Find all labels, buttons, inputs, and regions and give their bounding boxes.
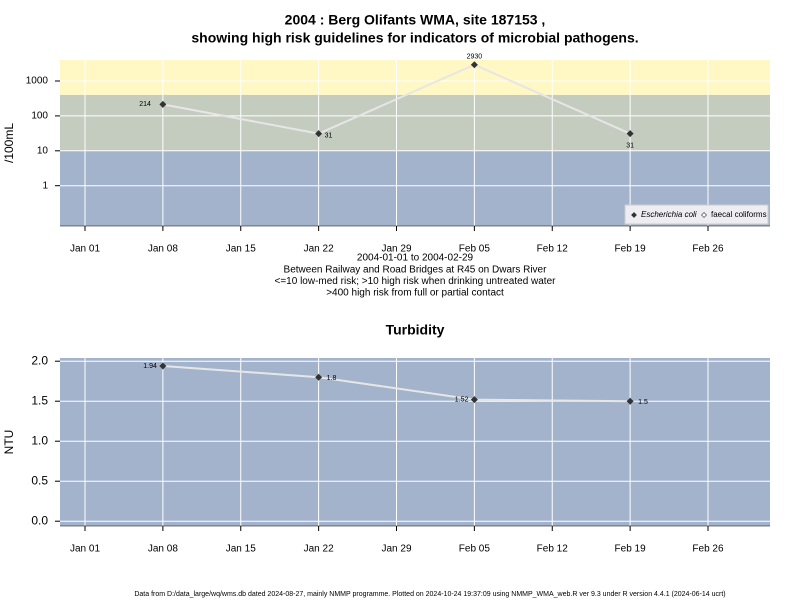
data-label: 1.52 xyxy=(455,396,469,403)
x-tick-label: Jan 29 xyxy=(381,244,411,255)
x-tick-label: Jan 08 xyxy=(148,244,178,255)
y-tick-label: 1.5 xyxy=(31,393,48,407)
y-tick-label: 2.0 xyxy=(31,353,48,367)
footer: Data from D:/data_large/wq/wms.db dated … xyxy=(134,591,725,598)
data-label: 1.8 xyxy=(327,375,337,382)
chart-note: Between Railway and Road Bridges at R45 … xyxy=(284,264,548,275)
x-tick-label: Jan 08 xyxy=(148,544,178,555)
y-tick-label: 1000 xyxy=(26,76,49,87)
data-label: 1.5 xyxy=(638,399,648,406)
x-tick-label: Jan 15 xyxy=(226,544,256,555)
data-point xyxy=(470,61,478,69)
data-point xyxy=(315,130,323,138)
data-line xyxy=(162,365,631,403)
y-tick-label: 0.0 xyxy=(31,513,48,527)
chart-note: 2004-01-01 to 2004-02-29 xyxy=(357,253,474,264)
data-label: 214 xyxy=(139,101,151,108)
x-tick-label: Feb 12 xyxy=(537,544,569,555)
y-tick-label: 0.5 xyxy=(31,473,48,487)
data-label: 2930 xyxy=(467,54,483,61)
chart-title: Turbidity xyxy=(386,322,445,338)
chart-title: 2004 : Berg Olifants WMA, site 187153 , xyxy=(285,12,546,28)
y-tick-label: 100 xyxy=(31,111,48,122)
legend-marker xyxy=(631,212,637,218)
data-point xyxy=(626,397,634,405)
risk-band xyxy=(60,94,770,151)
x-tick-label: Jan 01 xyxy=(70,544,100,555)
x-tick-label: Feb 12 xyxy=(537,244,569,255)
legend-box xyxy=(624,204,769,225)
x-tick-label: Feb 19 xyxy=(615,544,647,555)
y-tick-label: 10 xyxy=(37,145,49,156)
x-tick-label: Jan 29 xyxy=(381,544,411,555)
data-point xyxy=(315,373,323,381)
data-label: 1.94 xyxy=(143,363,157,370)
x-tick-label: Feb 05 xyxy=(459,544,491,555)
y-tick-label: 1.0 xyxy=(31,433,48,447)
data-line xyxy=(162,63,631,135)
data-label: 31 xyxy=(325,132,333,139)
risk-band xyxy=(60,60,770,95)
x-tick-label: Jan 22 xyxy=(304,544,334,555)
y-tick-label: 1 xyxy=(42,180,48,191)
x-tick-label: Jan 15 xyxy=(226,244,256,255)
chart-note: >400 high risk from full or partial cont… xyxy=(326,288,504,299)
y-axis-label: /100mL xyxy=(2,123,16,163)
chart-note: <=10 low-med risk; >10 high risk when dr… xyxy=(275,276,557,287)
x-tick-label: Feb 19 xyxy=(615,244,647,255)
legend-marker xyxy=(701,212,707,218)
data-point xyxy=(159,362,167,370)
x-tick-label: Feb 05 xyxy=(459,244,491,255)
chart-title: showing high risk guidelines for indicat… xyxy=(191,30,638,46)
data-point xyxy=(470,396,478,404)
x-tick-label: Feb 26 xyxy=(692,544,724,555)
x-tick-label: Jan 22 xyxy=(304,244,334,255)
legend-label: faecal coliforms xyxy=(711,210,767,219)
data-point xyxy=(159,100,167,108)
risk-band xyxy=(60,358,770,526)
x-tick-label: Jan 01 xyxy=(70,244,100,255)
data-point xyxy=(626,130,634,138)
legend-label: Escherichia coli xyxy=(641,210,697,219)
data-label: 31 xyxy=(626,142,634,149)
x-tick-label: Feb 26 xyxy=(692,244,724,255)
y-axis-label: NTU xyxy=(2,430,16,455)
